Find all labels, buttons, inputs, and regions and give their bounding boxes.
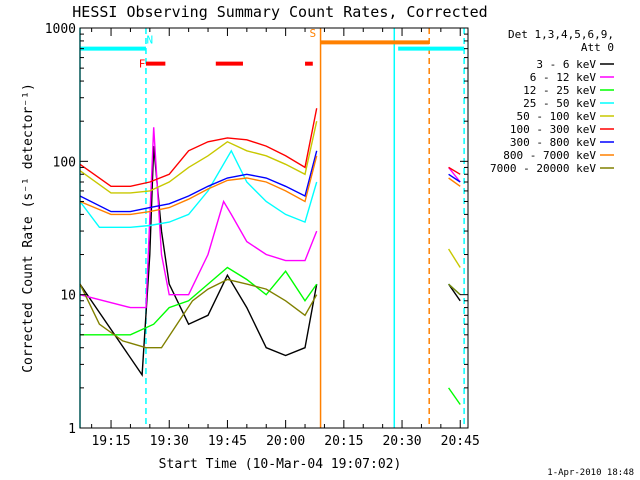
annotations: FN S — [139, 27, 316, 71]
x-tick-label: 20:45 — [441, 434, 480, 449]
series-line — [448, 283, 461, 302]
legend-entry-label: 800 - 7000 keV — [503, 149, 596, 162]
series-line — [79, 146, 318, 377]
series-line — [80, 266, 318, 336]
x-tick-label: 19:45 — [208, 434, 247, 449]
event-flag-label: N — [147, 33, 154, 46]
series-lines — [79, 108, 461, 405]
legend-title: Det 1,3,4,5,6,9, — [508, 28, 614, 41]
y-axis: 1 10 100 1000 — [45, 22, 468, 437]
legend-entry-label: 25 - 50 keV — [523, 97, 596, 110]
legend-entry-label: 100 - 300 keV — [510, 123, 596, 136]
y-tick-label: 100 — [53, 155, 76, 170]
legend-entry-label: 7000 - 20000 keV — [490, 162, 596, 175]
series-line — [79, 278, 318, 349]
legend-entry-label: 6 - 12 keV — [530, 71, 597, 84]
x-axis-label: Start Time (10-Mar-04 19:07:02) — [159, 457, 402, 472]
legend-entry-label: 300 - 800 keV — [510, 136, 596, 149]
timestamp: 1-Apr-2010 18:48 — [547, 468, 634, 478]
series-line — [79, 108, 318, 188]
attenuator-bars — [80, 40, 465, 66]
legend-entry-label: 12 - 25 keV — [523, 84, 596, 97]
y-axis-label: Corrected Count Rate (s⁻¹ detector⁻¹) — [21, 83, 36, 373]
series-line — [448, 387, 461, 405]
event-flag-label: F — [139, 58, 146, 71]
series-line — [448, 177, 461, 187]
series-line — [448, 166, 461, 183]
y-tick-label: 10 — [60, 289, 76, 304]
series-line — [448, 283, 461, 296]
series-line — [448, 248, 461, 268]
x-tick-label: 20:00 — [266, 434, 305, 449]
x-axis: 19:15 19:30 19:45 20:00 20:15 20:30 20:45 — [91, 28, 480, 449]
event-flag-label: S — [309, 27, 316, 40]
x-tick-label: 19:30 — [150, 434, 189, 449]
series-line — [448, 173, 461, 183]
y-tick-label: 1000 — [45, 22, 76, 37]
y-tick-label: 1 — [68, 422, 76, 437]
plot-frame — [79, 27, 469, 429]
series-line — [79, 121, 318, 194]
x-tick-label: 19:15 — [91, 434, 130, 449]
chart-title: HESSI Observing Summary Count Rates, Cor… — [72, 3, 487, 21]
series-line — [79, 150, 318, 213]
x-tick-label: 20:30 — [382, 434, 421, 449]
legend-subtitle: Att 0 — [581, 41, 614, 54]
series-line — [79, 149, 318, 229]
x-tick-label: 20:15 — [324, 434, 363, 449]
legend-entry-label: 3 - 6 keV — [536, 58, 596, 71]
series-line — [79, 155, 318, 216]
series-line — [79, 127, 318, 309]
legend-entry-label: 50 - 100 keV — [517, 110, 597, 123]
series-line — [448, 166, 461, 175]
